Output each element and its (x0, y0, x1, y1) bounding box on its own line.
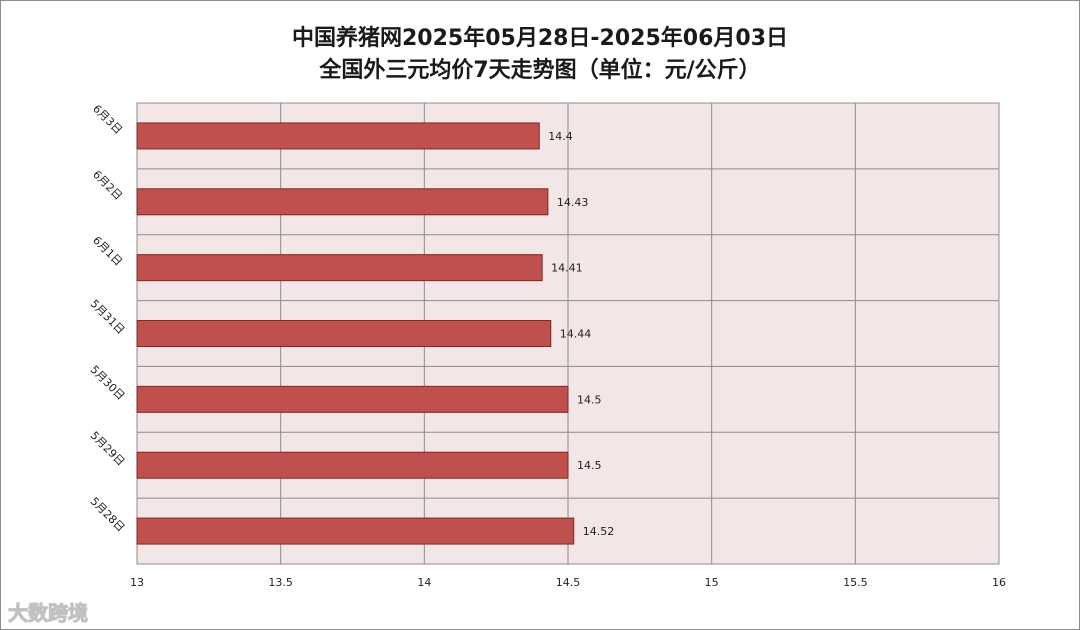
y-category-label: 5月31日 (88, 297, 128, 337)
y-category-label: 5月30日 (88, 363, 128, 403)
bar-value-label: 14.41 (551, 262, 583, 275)
y-category-label: 5月29日 (88, 429, 128, 469)
y-category-label: 6月3日 (90, 102, 125, 137)
bar-value-label: 14.44 (560, 328, 592, 341)
bar (136, 122, 540, 150)
bar-value-label: 14.5 (577, 459, 602, 472)
y-category-label: 5月28日 (88, 495, 128, 535)
watermark-logo: 大数跨境 (8, 601, 89, 626)
bar (136, 254, 543, 282)
bar (136, 320, 552, 347)
bar-value-label: 14.43 (557, 196, 589, 209)
bar (136, 517, 575, 545)
bar-value-label: 14.52 (583, 525, 615, 538)
bar-value-label: 14.5 (577, 393, 602, 406)
bar (136, 385, 569, 413)
bar (136, 451, 569, 479)
x-tick-label: 14.5 (556, 576, 581, 589)
chart-title: 中国养猪网2025年05月28日-2025年06月03日 (291, 26, 789, 51)
x-tick-label: 15 (705, 576, 719, 589)
bar (136, 188, 549, 216)
x-tick-label: 16 (992, 576, 1006, 589)
x-tick-label: 13 (130, 576, 144, 589)
x-tick-label: 15.5 (843, 576, 868, 589)
x-tick-label: 14 (417, 576, 431, 589)
y-category-label: 6月1日 (90, 234, 125, 269)
x-tick-label: 13.5 (268, 576, 293, 589)
chart-subtitle: 全国外三元均价7天走势图（单位：元/公斤） (319, 58, 761, 83)
y-category-label: 6月2日 (90, 168, 125, 203)
bar-value-label: 14.4 (548, 130, 573, 143)
